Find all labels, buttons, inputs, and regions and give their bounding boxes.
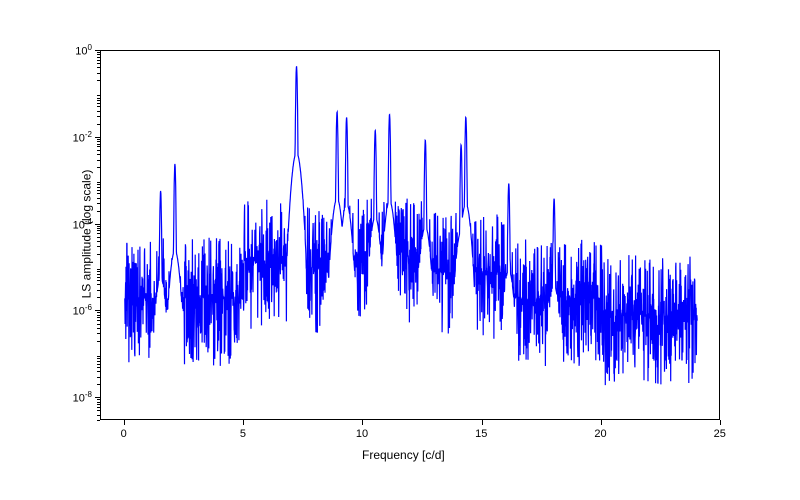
y-minor-tick (97, 377, 100, 378)
y-minor-tick (97, 63, 100, 64)
y-axis-label: LS amplitude (log scale) (79, 170, 93, 299)
y-minor-tick (97, 402, 100, 403)
y-minor-tick (97, 228, 100, 229)
y-minor-tick (97, 315, 100, 316)
y-minor-tick (97, 146, 100, 147)
x-tick-label: 10 (356, 428, 368, 440)
y-minor-tick (97, 356, 100, 357)
y-minor-tick (97, 324, 100, 325)
y-minor-tick (97, 116, 100, 117)
y-minor-tick (97, 124, 100, 125)
y-minor-tick (97, 154, 100, 155)
y-minor-tick (97, 317, 100, 318)
y-minor-tick (97, 226, 100, 227)
y-minor-tick (97, 367, 100, 368)
y-minor-tick (97, 103, 100, 104)
y-minor-tick (97, 190, 100, 191)
y-minor-tick (97, 410, 100, 411)
y-minor-tick (97, 341, 100, 342)
x-tick-mark (124, 420, 125, 425)
y-minor-tick (97, 106, 100, 107)
y-minor-tick (97, 280, 100, 281)
y-minor-tick (97, 203, 100, 204)
y-minor-tick (97, 269, 100, 270)
y-minor-tick (97, 52, 100, 53)
y-minor-tick (97, 312, 100, 313)
y-minor-tick (97, 290, 100, 291)
y-minor-tick (97, 271, 100, 272)
y-minor-tick (97, 198, 100, 199)
y-minor-tick (97, 144, 100, 145)
y-minor-tick (97, 320, 100, 321)
y-minor-tick (97, 73, 100, 74)
y-minor-tick (97, 284, 100, 285)
y-minor-tick (97, 333, 100, 334)
spectrum-path (125, 66, 697, 385)
y-minor-tick (97, 364, 100, 365)
y-minor-tick (97, 60, 100, 61)
y-minor-tick (97, 407, 100, 408)
y-minor-tick (97, 139, 100, 140)
y-tick-mark (95, 50, 100, 51)
y-tick-label: 10-6 (73, 303, 92, 318)
x-tick-label: 5 (240, 428, 246, 440)
y-minor-tick (97, 67, 100, 68)
x-tick-mark (243, 420, 244, 425)
y-minor-tick (97, 297, 100, 298)
x-tick-label: 25 (714, 428, 726, 440)
y-minor-tick (97, 361, 100, 362)
y-minor-tick (97, 211, 100, 212)
y-tick-label: 10-8 (73, 390, 92, 405)
y-minor-tick (97, 233, 100, 234)
y-minor-tick (97, 54, 100, 55)
plot-area (100, 50, 720, 420)
y-tick-mark (95, 224, 100, 225)
y-tick-label: 10-2 (73, 130, 92, 145)
y-tick-label: 10-4 (73, 217, 92, 232)
y-minor-tick (97, 230, 100, 231)
y-minor-tick (97, 404, 100, 405)
y-minor-tick (97, 274, 100, 275)
x-axis-label: Frequency [c/d] (362, 448, 445, 462)
y-minor-tick (97, 80, 100, 81)
x-tick-mark (720, 420, 721, 425)
x-tick-mark (601, 420, 602, 425)
y-minor-tick (97, 241, 100, 242)
y-minor-tick (97, 184, 100, 185)
y-minor-tick (97, 254, 100, 255)
x-tick-mark (482, 420, 483, 425)
y-minor-tick (97, 141, 100, 142)
y-minor-tick (97, 415, 100, 416)
y-minor-tick (97, 328, 100, 329)
x-tick-label: 0 (121, 428, 127, 440)
y-minor-tick (97, 384, 100, 385)
y-minor-tick (97, 111, 100, 112)
y-minor-tick (97, 57, 100, 58)
y-minor-tick (97, 371, 100, 372)
periodogram-line (101, 51, 721, 421)
y-minor-tick (97, 150, 100, 151)
y-minor-tick (97, 420, 100, 421)
y-minor-tick (97, 399, 100, 400)
y-tick-label: 100 (75, 43, 92, 58)
y-minor-tick (97, 167, 100, 168)
y-minor-tick (97, 95, 100, 96)
y-minor-tick (97, 237, 100, 238)
y-minor-tick (97, 277, 100, 278)
y-minor-tick (97, 98, 100, 99)
y-minor-tick (97, 187, 100, 188)
y-minor-tick (97, 100, 100, 101)
x-tick-mark (362, 420, 363, 425)
figure: LS amplitude (log scale) Frequency [c/d]… (0, 0, 800, 500)
y-minor-tick (97, 246, 100, 247)
y-tick-mark (95, 310, 100, 311)
y-minor-tick (97, 182, 100, 183)
x-tick-label: 20 (594, 428, 606, 440)
y-minor-tick (97, 193, 100, 194)
y-minor-tick (97, 358, 100, 359)
x-tick-label: 15 (475, 428, 487, 440)
y-tick-mark (95, 137, 100, 138)
y-minor-tick (97, 160, 100, 161)
y-tick-mark (95, 397, 100, 398)
